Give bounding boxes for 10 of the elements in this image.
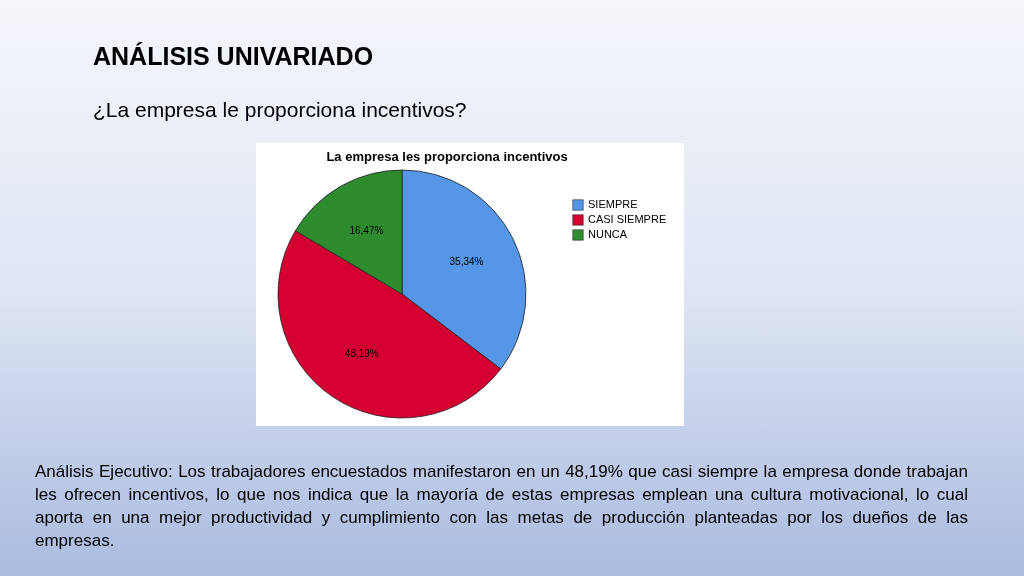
text: ¿La empresa le proporciona incentivos? xyxy=(93,98,467,122)
chart-title: La empresa les proporciona incentivos xyxy=(326,149,568,165)
legend-label: NUNCA xyxy=(588,228,628,240)
legend-label: SIEMPRE xyxy=(588,198,638,210)
data-label: 35,34% xyxy=(449,256,484,267)
text: Análisis Ejecutivo: Los trabajadores encuestados manifestaron en un 48,19% que casi siempre la empresa donde trabajan les ofrecen incentivos, lo que nos indica que la mayoría de estas empresas emplean una cultura motivacional, lo cual aporta en una mejor productividad y cumplimiento con las metas de producción planteadas por los dueños de las empresas. xyxy=(35,461,968,552)
text: ANÁLISIS UNIVARIADO xyxy=(93,42,374,71)
data-label: 48,19% xyxy=(344,347,379,359)
legend-label: CASI SIEMPRE xyxy=(588,213,667,225)
data-label: 16,47% xyxy=(349,225,384,237)
